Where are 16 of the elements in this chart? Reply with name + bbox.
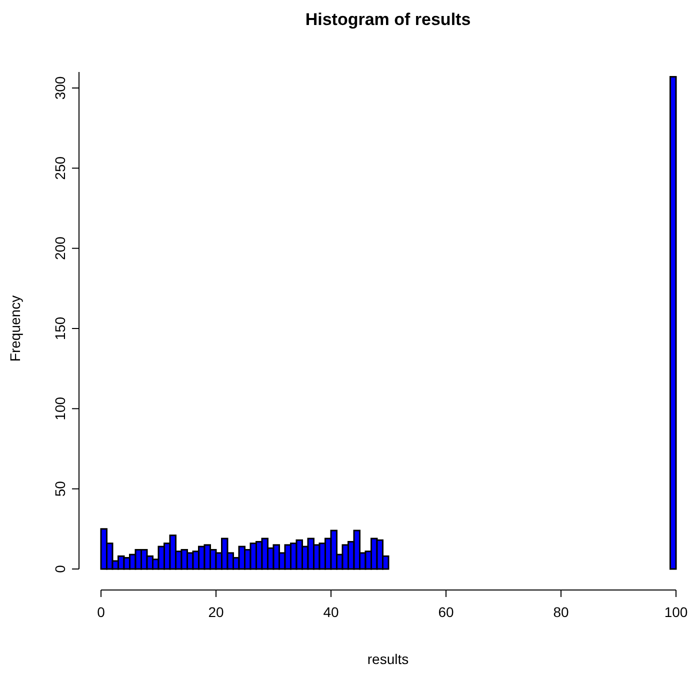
x-axis-title: results (367, 651, 409, 667)
x-tick-label: 60 (438, 604, 454, 620)
y-tick-label: 0 (52, 564, 68, 573)
x-tick-label: 40 (323, 604, 339, 620)
x-tick-label: 0 (97, 604, 106, 620)
y-tick-label: 150 (52, 316, 68, 340)
y-tick-label: 50 (52, 480, 68, 497)
y-axis-title: Frequency (7, 295, 23, 362)
chart-title: Histogram of results (305, 10, 471, 29)
y-tick-label: 100 (52, 396, 68, 420)
x-tick-label: 80 (553, 604, 569, 620)
y-tick-label: 250 (52, 156, 68, 180)
y-tick-label: 200 (52, 236, 68, 260)
x-tick-label: 100 (664, 604, 688, 620)
y-tick-label: 300 (52, 76, 68, 100)
x-tick-label: 20 (208, 604, 224, 620)
